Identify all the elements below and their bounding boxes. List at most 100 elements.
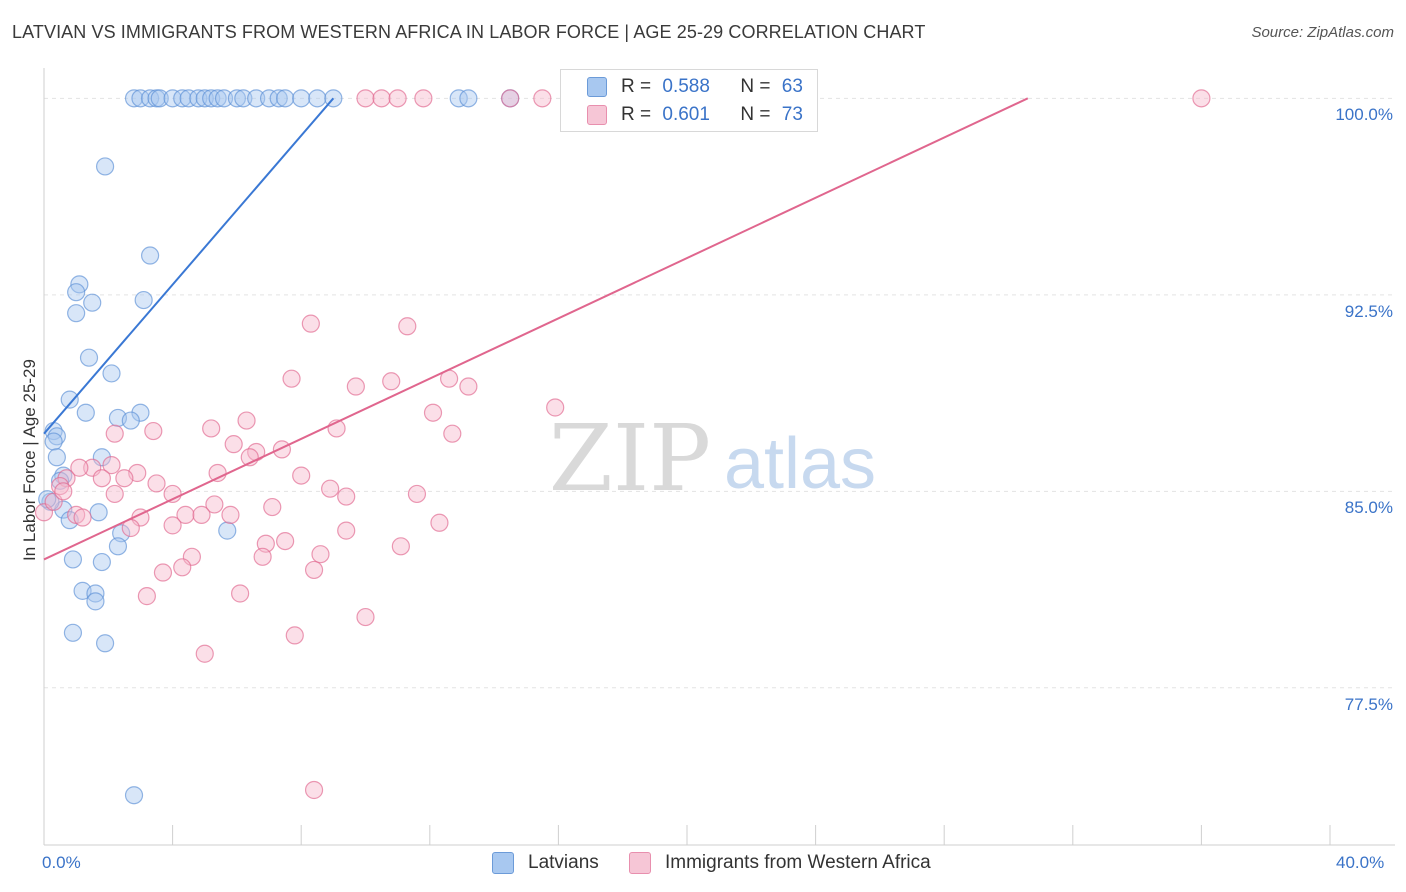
western-africa-point	[92, 469, 111, 488]
latvian-point	[76, 403, 95, 422]
latvian-point	[67, 304, 86, 323]
western-africa-point	[176, 505, 195, 524]
latvian-point	[247, 89, 266, 108]
western-africa-point	[263, 497, 282, 517]
western-africa-point	[398, 317, 417, 336]
legend-row-latvians: R = 0.588 N = 63	[587, 73, 803, 101]
western-africa-point	[163, 516, 182, 535]
x-tick-label-max: 40.0%	[1336, 853, 1385, 872]
latvian-point	[47, 427, 66, 446]
western-africa-point	[311, 545, 330, 564]
latvian-point	[89, 503, 108, 522]
western-africa-point	[253, 547, 272, 566]
latvian-point	[83, 293, 102, 312]
western-africa-point	[423, 403, 443, 422]
latvian-point	[189, 89, 208, 108]
legend-r-value: 0.588	[662, 76, 710, 97]
western-africa-point	[372, 89, 391, 108]
legend-swatch-western-africa	[587, 105, 607, 125]
series-legend-western-africa[interactable]: Immigrants from Western Africa	[629, 852, 931, 874]
western-africa-point	[105, 484, 124, 504]
latvian-point	[63, 623, 83, 642]
western-africa-point	[144, 421, 163, 441]
legend-row-western-africa: R = 0.601 N = 73	[587, 101, 803, 129]
latvian-point	[218, 521, 237, 540]
western-africa-point	[276, 531, 295, 551]
western-africa-point	[459, 377, 478, 396]
western-africa-point	[205, 495, 224, 514]
latvian-point	[63, 550, 83, 569]
y-axis-title: In Labor Force | Age 25-29	[20, 359, 39, 561]
latvian-point	[179, 89, 198, 108]
chart-title: LATVIAN VS IMMIGRANTS FROM WESTERN AFRIC…	[12, 22, 926, 42]
western-africa-point	[192, 505, 211, 524]
watermark-atlas: atlas	[724, 424, 876, 504]
legend-n-label: N =	[740, 104, 771, 125]
legend-swatch-latvians	[587, 77, 607, 97]
latvian-point	[163, 89, 182, 108]
latvian-point	[108, 537, 128, 556]
y-tick-label: 100.0%	[1335, 105, 1393, 125]
legend-n-value: 73	[781, 104, 803, 125]
legend-n-label: N =	[740, 76, 771, 97]
western-africa-point	[237, 411, 256, 430]
western-africa-point	[147, 474, 166, 493]
western-africa-point	[105, 424, 124, 443]
legend-r-value: 0.601	[662, 104, 710, 125]
western-africa-point	[321, 479, 340, 498]
western-africa-point	[70, 458, 89, 477]
western-africa-point	[137, 587, 156, 606]
latvian-point	[102, 364, 121, 383]
latvian-point	[173, 89, 192, 108]
latvian-point	[259, 89, 279, 108]
latvian-point	[67, 283, 86, 302]
western-africa-point	[304, 780, 324, 800]
western-africa-point	[1192, 89, 1211, 108]
western-africa-point	[346, 377, 365, 396]
series-legend-label: Latvians	[528, 852, 599, 873]
legend-r-label: R =	[621, 104, 652, 125]
latvian-trend-line	[43, 97, 335, 435]
western-africa-point	[337, 487, 356, 506]
latvian-point	[134, 290, 153, 310]
western-africa-point	[407, 484, 427, 504]
western-africa-point	[292, 466, 311, 485]
latvian-point	[459, 89, 478, 108]
latvian-point	[308, 89, 327, 108]
western-africa-point	[501, 89, 520, 108]
y-tick-label: 92.5%	[1344, 301, 1393, 321]
series-swatch-latvians	[492, 852, 514, 874]
western-africa-point	[282, 369, 301, 388]
western-africa-point	[430, 513, 449, 532]
western-africa-point	[115, 469, 134, 488]
western-africa-point	[221, 505, 240, 524]
series-swatch-western-africa	[629, 852, 651, 874]
western-africa-point	[533, 89, 552, 108]
latvian-point	[208, 89, 227, 108]
latvian-point	[47, 448, 66, 467]
western-africa-point	[195, 644, 214, 663]
western-africa-point	[285, 626, 304, 645]
western-africa-point	[356, 89, 375, 108]
western-africa-point	[54, 482, 73, 501]
western-africa-point	[337, 521, 356, 540]
western-africa-point	[382, 372, 401, 391]
latvian-point	[227, 89, 246, 108]
latvian-point	[131, 89, 150, 108]
latvian-point	[140, 246, 160, 265]
latvian-point	[121, 411, 140, 430]
latvian-point	[44, 432, 63, 451]
western-africa-point	[388, 89, 407, 108]
western-africa-point	[153, 563, 173, 582]
latvian-point	[95, 157, 115, 176]
latvian-point	[269, 89, 288, 108]
latvian-point	[124, 786, 144, 805]
latvian-point	[92, 552, 111, 572]
latvian-point	[292, 89, 311, 108]
latvian-point	[86, 592, 105, 611]
western-africa-point	[173, 558, 192, 577]
series-legend-latvians[interactable]: Latvians	[492, 852, 599, 874]
series-legend: Latvians Immigrants from Western Africa	[0, 852, 1406, 878]
western-africa-point	[304, 560, 324, 580]
